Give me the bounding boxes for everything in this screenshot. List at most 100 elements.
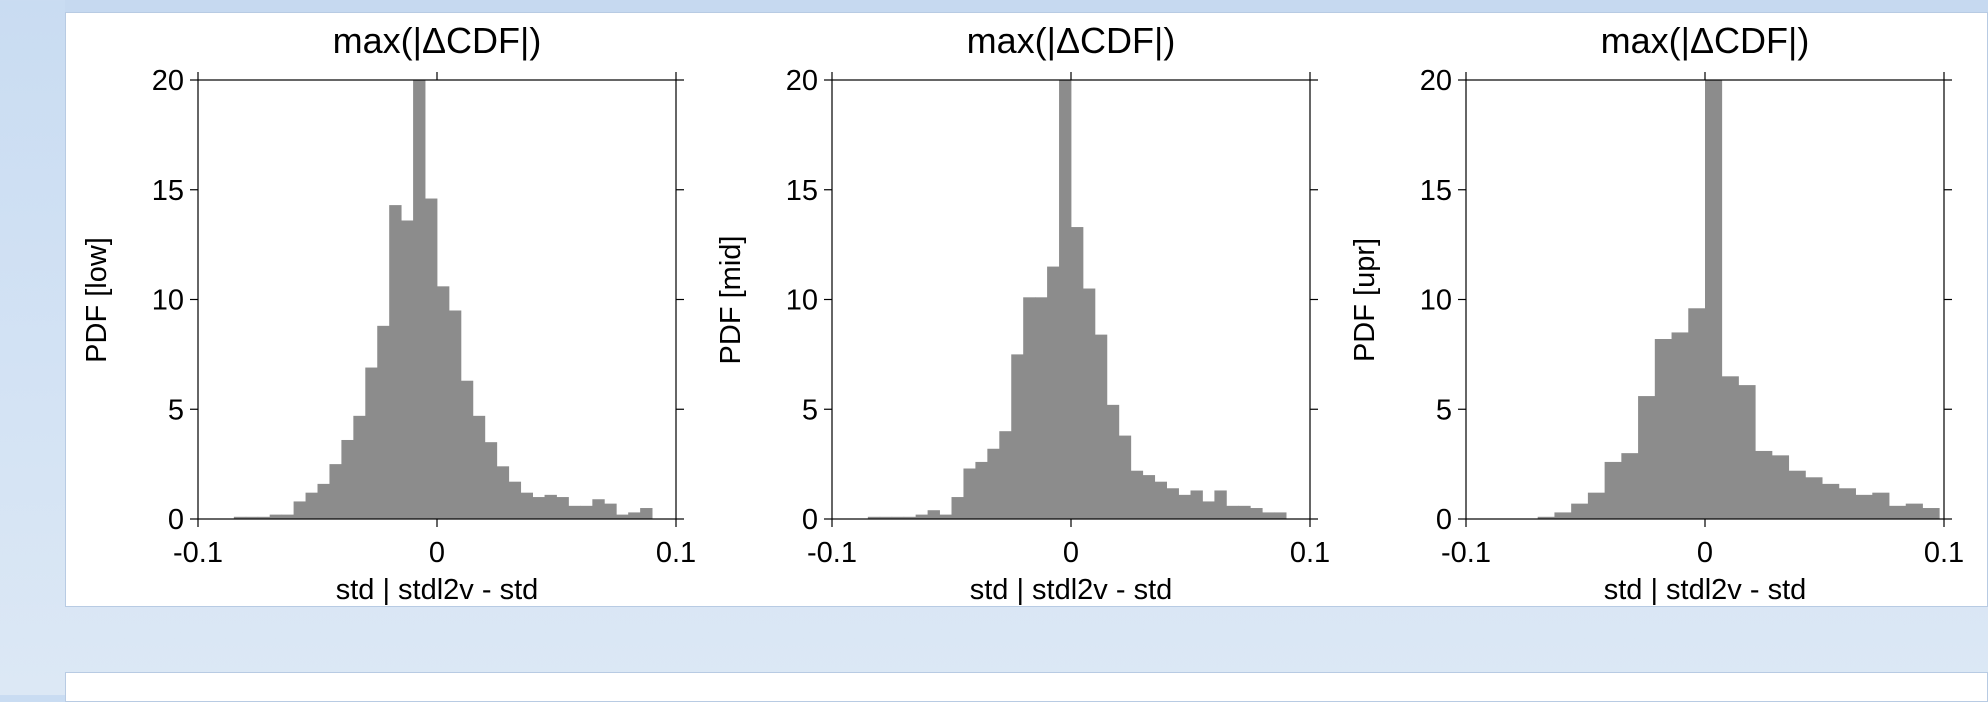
histogram-bar	[987, 448, 1000, 519]
histogram-bar	[1604, 461, 1622, 519]
histogram-bar	[389, 205, 402, 520]
histogram-bar	[413, 80, 426, 519]
histogram-bar	[1654, 339, 1672, 519]
x-tick-label: 0	[1697, 537, 1713, 569]
histogram-bar	[867, 516, 881, 519]
histogram-bar	[496, 466, 510, 519]
histogram-bar	[448, 310, 462, 519]
histogram-bar	[1705, 80, 1723, 519]
histogram-bar	[1638, 396, 1656, 519]
histogram-bar	[472, 415, 486, 519]
histogram-bar	[1250, 508, 1263, 519]
histogram-bar	[1805, 477, 1823, 519]
histogram-bar	[1571, 503, 1589, 519]
y-tick-label: 10	[152, 285, 184, 317]
histogram-bar	[604, 503, 617, 519]
histogram-bar	[1094, 334, 1108, 519]
histogram-bar	[1082, 288, 1096, 519]
histogram-bar	[1738, 385, 1756, 519]
histogram-bar	[1011, 354, 1024, 520]
x-tick-label: 0.1	[656, 537, 696, 569]
y-axis-label: PDF [mid]	[715, 236, 747, 365]
y-tick-label: 0	[1436, 504, 1452, 536]
x-tick-label: 0	[1063, 537, 1079, 569]
x-tick-label: 0.1	[1924, 537, 1964, 569]
histogram-bar	[1035, 297, 1048, 519]
histogram-bar	[532, 497, 545, 519]
y-tick-label: 20	[1420, 65, 1452, 97]
histogram-bar	[1771, 455, 1790, 519]
histogram-bar	[365, 367, 378, 519]
x-tick-label: -0.1	[807, 537, 857, 569]
chart-title: max(|ΔCDF|)	[1601, 20, 1810, 61]
histogram-bar	[975, 461, 988, 519]
histogram-bar	[293, 501, 306, 519]
histogram-bar	[1537, 516, 1555, 519]
histogram-bar	[520, 492, 533, 519]
histogram-bar	[1587, 492, 1606, 519]
y-tick-label: 5	[1436, 394, 1452, 426]
histogram-bar	[341, 439, 354, 519]
histogram-bar	[544, 494, 557, 519]
histogram-bar	[269, 514, 283, 519]
histogram-bar	[1130, 470, 1144, 519]
histogram-bar	[1202, 501, 1215, 519]
histogram-bar	[1166, 488, 1179, 519]
histogram-bar	[628, 512, 641, 519]
x-tick-label: 0.1	[1290, 537, 1330, 569]
histogram-bar	[425, 198, 438, 519]
histogram-bar	[640, 508, 653, 519]
histogram-bar	[305, 492, 318, 519]
x-tick-label: -0.1	[1441, 537, 1491, 569]
histogram-bar	[1118, 435, 1132, 519]
histogram-bar	[377, 325, 390, 519]
histogram-bar	[1855, 494, 1873, 519]
y-tick-label: 15	[1420, 175, 1452, 207]
histogram-bar	[1190, 490, 1203, 519]
histogram-bar	[1671, 332, 1689, 519]
histogram-bar	[1905, 503, 1923, 519]
y-tick-label: 20	[152, 65, 184, 97]
y-tick-label: 0	[802, 504, 818, 536]
histogram-bar	[592, 499, 605, 519]
histogram-bar	[616, 514, 629, 519]
histogram-bar	[927, 510, 940, 519]
histogram-bar	[1214, 490, 1227, 519]
y-tick-label: 5	[802, 394, 818, 426]
histogram-bar	[1262, 512, 1275, 519]
histogram-bar	[951, 497, 964, 519]
histogram-bar	[508, 481, 522, 519]
histogram-bar	[963, 468, 976, 519]
y-tick-label: 0	[168, 504, 184, 536]
histogram-bar	[1178, 494, 1191, 519]
y-tick-label: 10	[786, 285, 818, 317]
x-tick-label: -0.1	[173, 537, 223, 569]
y-tick-label: 15	[152, 175, 184, 207]
histogram-bar	[317, 483, 330, 519]
y-tick-label: 5	[168, 394, 184, 426]
histogram-bar	[353, 415, 366, 519]
x-tick-label: 0	[429, 537, 445, 569]
histogram-bar	[1154, 481, 1167, 519]
histogram-bar	[1688, 308, 1706, 519]
histogram-bar	[1838, 488, 1856, 519]
y-tick-label: 10	[1420, 285, 1452, 317]
chart-title: max(|ΔCDF|)	[333, 20, 542, 61]
histogram-bar	[1788, 470, 1806, 519]
histogram-bar	[891, 516, 905, 519]
histogram-bar	[1621, 453, 1639, 519]
chart-title: max(|ΔCDF|)	[967, 20, 1176, 61]
histogram-bar	[879, 516, 893, 519]
histogram-bar	[1071, 227, 1084, 519]
x-axis-label: std | stdl2v - std	[970, 574, 1173, 606]
histogram-bar	[1889, 505, 1907, 519]
histogram-bar	[1238, 505, 1251, 519]
histogram-bar	[281, 514, 294, 519]
histogram-bar	[568, 505, 581, 519]
histogram-bar	[1059, 80, 1072, 519]
histogram-bar	[329, 464, 342, 520]
histogram-bar	[1721, 376, 1739, 519]
histogram-bar	[1106, 404, 1120, 519]
histogram-bar	[580, 505, 593, 519]
